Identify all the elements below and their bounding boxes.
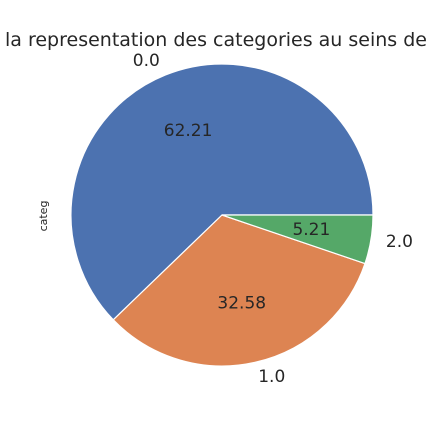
pie-slice-2-0 (221, 214, 374, 265)
slice-category-label: 2.0 (386, 232, 413, 252)
pie-labels: 0.0 62.21 1.0 32.58 2.0 5.21 (133, 51, 413, 387)
pie-slice-1-0 (112, 214, 366, 367)
pie-slice-0-0 (70, 63, 374, 321)
chart-title: la representation des categories au sein… (5, 29, 427, 51)
slice-value-label: 32.58 (217, 293, 266, 313)
pie-slices (70, 63, 374, 367)
slice-category-label: 0.0 (133, 51, 160, 71)
slice-value-label: 5.21 (292, 220, 330, 240)
y-axis-label: categ (37, 201, 50, 232)
slice-category-label: 1.0 (258, 367, 285, 387)
slice-value-label: 62.21 (164, 121, 213, 141)
